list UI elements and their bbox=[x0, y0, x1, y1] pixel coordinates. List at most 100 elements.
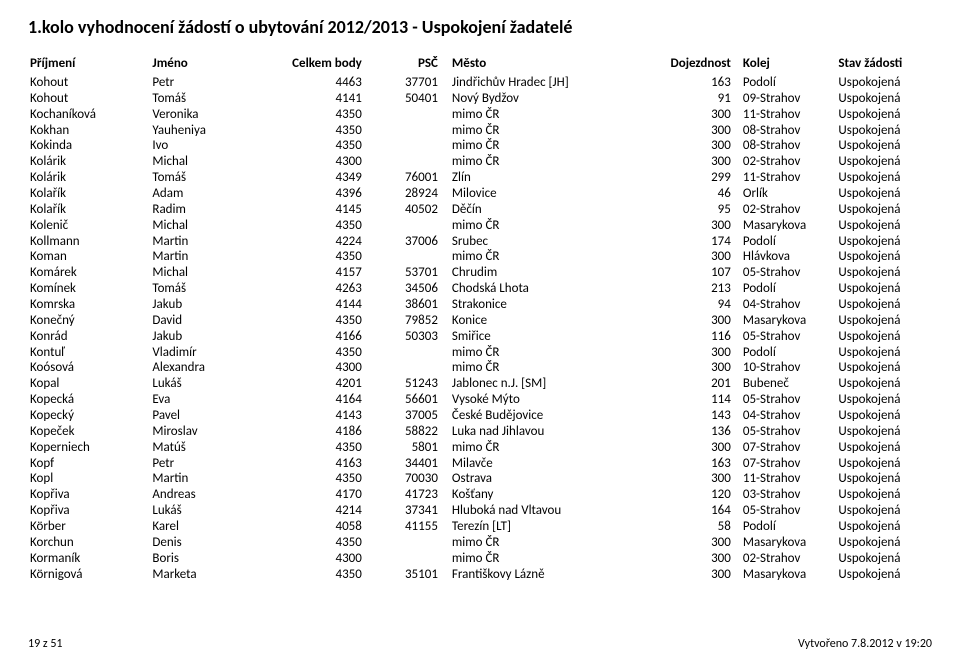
cell-stav: Uspokojená bbox=[836, 265, 932, 281]
cell-psc bbox=[376, 107, 450, 123]
cell-mesto: Chrudim bbox=[450, 265, 642, 281]
cell-body: 4144 bbox=[273, 297, 376, 313]
cell-psc: 37006 bbox=[376, 234, 450, 250]
cell-kolej: Orlík bbox=[741, 186, 837, 202]
cell-dojezdnost: 300 bbox=[642, 313, 741, 329]
cell-jmeno: Marketa bbox=[150, 567, 272, 583]
cell-mesto: Milavče bbox=[450, 456, 642, 472]
cell-dojezdnost: 120 bbox=[642, 487, 741, 503]
cell-jmeno: Petr bbox=[150, 456, 272, 472]
cell-mesto: Konice bbox=[450, 313, 642, 329]
cell-dojezdnost: 300 bbox=[642, 345, 741, 361]
cell-jmeno: Ivo bbox=[150, 138, 272, 154]
cell-jmeno: Radim bbox=[150, 202, 272, 218]
cell-prijmeni: Kolárik bbox=[28, 154, 150, 170]
table-body: KohoutPetr446337701Jindřichův Hradec [JH… bbox=[28, 75, 932, 583]
cell-prijmeni: Kopřiva bbox=[28, 503, 150, 519]
cell-mesto: Milovice bbox=[450, 186, 642, 202]
cell-kolej: 08-Strahov bbox=[741, 123, 837, 139]
table-header-row: Příjmení Jméno Celkem body PSČ Město Doj… bbox=[28, 56, 932, 75]
page-title: 1.kolo vyhodnocení žádostí o ubytování 2… bbox=[28, 16, 932, 38]
cell-dojezdnost: 95 bbox=[642, 202, 741, 218]
cell-stav: Uspokojená bbox=[836, 186, 932, 202]
cell-mesto: mimo ČR bbox=[450, 535, 642, 551]
cell-mesto: Jindřichův Hradec [JH] bbox=[450, 75, 642, 91]
cell-psc bbox=[376, 345, 450, 361]
cell-body: 4350 bbox=[273, 345, 376, 361]
cell-psc bbox=[376, 249, 450, 265]
cell-body: 4463 bbox=[273, 75, 376, 91]
cell-stav: Uspokojená bbox=[836, 123, 932, 139]
table-row: KochaníkováVeronika4350mimo ČR30011-Stra… bbox=[28, 107, 932, 123]
cell-dojezdnost: 300 bbox=[642, 535, 741, 551]
cell-mesto: Chodská Lhota bbox=[450, 281, 642, 297]
cell-dojezdnost: 164 bbox=[642, 503, 741, 519]
cell-psc: 76001 bbox=[376, 170, 450, 186]
cell-stav: Uspokojená bbox=[836, 297, 932, 313]
cell-dojezdnost: 46 bbox=[642, 186, 741, 202]
cell-stav: Uspokojená bbox=[836, 535, 932, 551]
cell-kolej: 09-Strahov bbox=[741, 91, 837, 107]
cell-jmeno: Petr bbox=[150, 75, 272, 91]
cell-kolej: 11-Strahov bbox=[741, 170, 837, 186]
cell-body: 4350 bbox=[273, 107, 376, 123]
cell-prijmeni: Kopřiva bbox=[28, 487, 150, 503]
cell-psc bbox=[376, 535, 450, 551]
cell-prijmeni: Kolařík bbox=[28, 202, 150, 218]
cell-prijmeni: Kopecká bbox=[28, 392, 150, 408]
cell-jmeno: Tomáš bbox=[150, 91, 272, 107]
cell-jmeno: Lukáš bbox=[150, 376, 272, 392]
cell-dojezdnost: 91 bbox=[642, 91, 741, 107]
cell-kolej: Hlávkova bbox=[741, 249, 837, 265]
cell-stav: Uspokojená bbox=[836, 202, 932, 218]
cell-prijmeni: Kopf bbox=[28, 456, 150, 472]
table-row: KolárikTomáš434976001Zlín29911-StrahovUs… bbox=[28, 170, 932, 186]
cell-kolej: Podolí bbox=[741, 519, 837, 535]
table-row: KolaříkAdam439628924Milovice46OrlíkUspok… bbox=[28, 186, 932, 202]
cell-jmeno: Karel bbox=[150, 519, 272, 535]
page-footer: 19 z 51 Vytvořeno 7.8.2012 v 19:20 bbox=[28, 637, 932, 651]
cell-jmeno: Jakub bbox=[150, 297, 272, 313]
cell-jmeno: Denis bbox=[150, 535, 272, 551]
table-row: KohoutTomáš414150401Nový Bydžov9109-Stra… bbox=[28, 91, 932, 107]
cell-dojezdnost: 300 bbox=[642, 249, 741, 265]
cell-dojezdnost: 300 bbox=[642, 440, 741, 456]
cell-prijmeni: Kopeček bbox=[28, 424, 150, 440]
cell-mesto: mimo ČR bbox=[450, 360, 642, 376]
cell-mesto: Košťany bbox=[450, 487, 642, 503]
cell-mesto: mimo ČR bbox=[450, 440, 642, 456]
cell-jmeno: Tomáš bbox=[150, 281, 272, 297]
cell-stav: Uspokojená bbox=[836, 567, 932, 583]
cell-body: 4224 bbox=[273, 234, 376, 250]
cell-mesto: Terezín [LT] bbox=[450, 519, 642, 535]
table-row: KopeckýPavel414337005České Budějovice143… bbox=[28, 408, 932, 424]
cell-prijmeni: Komínek bbox=[28, 281, 150, 297]
cell-body: 4058 bbox=[273, 519, 376, 535]
cell-body: 4163 bbox=[273, 456, 376, 472]
cell-jmeno: Martin bbox=[150, 471, 272, 487]
cell-body: 4300 bbox=[273, 551, 376, 567]
cell-stav: Uspokojená bbox=[836, 91, 932, 107]
table-row: KormaníkBoris4300mimo ČR30002-StrahovUsp… bbox=[28, 551, 932, 567]
cell-body: 4170 bbox=[273, 487, 376, 503]
table-row: KopečekMiroslav418658822Luka nad Jihlavo… bbox=[28, 424, 932, 440]
cell-kolej: 07-Strahov bbox=[741, 440, 837, 456]
cell-body: 4186 bbox=[273, 424, 376, 440]
cell-dojezdnost: 300 bbox=[642, 218, 741, 234]
cell-prijmeni: Koman bbox=[28, 249, 150, 265]
cell-kolej: 08-Strahov bbox=[741, 138, 837, 154]
cell-body: 4263 bbox=[273, 281, 376, 297]
cell-psc: 34506 bbox=[376, 281, 450, 297]
cell-jmeno: Martin bbox=[150, 234, 272, 250]
cell-psc: 41723 bbox=[376, 487, 450, 503]
cell-prijmeni: Kopl bbox=[28, 471, 150, 487]
cell-jmeno: Alexandra bbox=[150, 360, 272, 376]
table-row: KohoutPetr446337701Jindřichův Hradec [JH… bbox=[28, 75, 932, 91]
cell-kolej: 05-Strahov bbox=[741, 392, 837, 408]
cell-body: 4166 bbox=[273, 329, 376, 345]
cell-dojezdnost: 300 bbox=[642, 567, 741, 583]
cell-kolej: Podolí bbox=[741, 75, 837, 91]
cell-stav: Uspokojená bbox=[836, 75, 932, 91]
cell-body: 4201 bbox=[273, 376, 376, 392]
cell-mesto: Hluboká nad Vltavou bbox=[450, 503, 642, 519]
